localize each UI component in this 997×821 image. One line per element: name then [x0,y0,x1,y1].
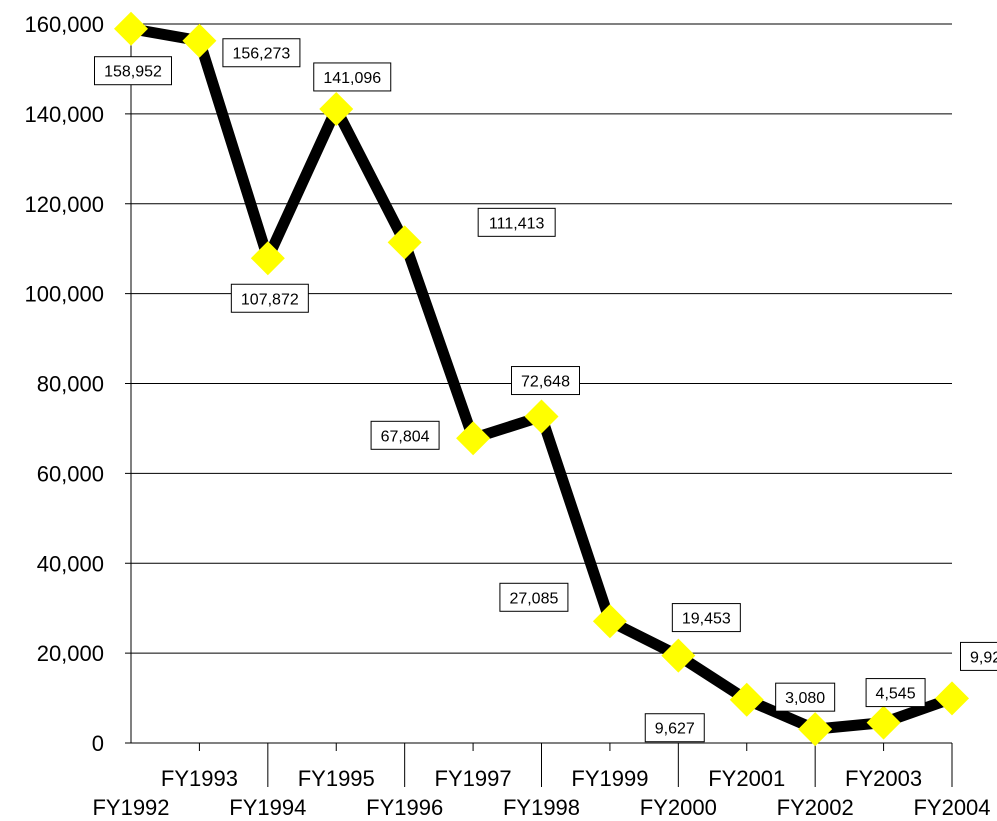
data-label: 9,627 [655,721,695,738]
y-axis-ticks: 0 20,000 40,000 60,000 80,000 100,000 120,000 1… [24,12,104,756]
data-label: 158,952 [104,64,162,81]
y-tick-label: 60,000 [37,461,104,486]
x-tick-label: FY1999 [571,766,648,791]
x-tick-label: FY1992 [92,795,169,820]
y-tick-label: 20,000 [37,641,104,666]
x-tick-label: FY2003 [845,766,922,791]
x-tick-label: FY2001 [708,766,785,791]
y-tick-label: 160,000 [24,12,104,37]
data-point-marker [182,24,216,58]
x-tick-label: FY2000 [640,795,717,820]
data-label: 107,872 [241,291,299,308]
data-point-marker [114,12,148,46]
x-tick-label: FY1996 [366,795,443,820]
data-point-marker [935,681,969,715]
data-label: 19,453 [682,611,731,628]
y-tick-label: 120,000 [24,192,104,217]
data-point-marker [867,706,901,740]
x-tick-label: FY1997 [435,766,512,791]
data-label: 9,923 [970,649,997,666]
x-tick-label: FY1993 [161,766,238,791]
x-tick-label: FY1998 [503,795,580,820]
x-tick-label: FY2004 [913,795,990,820]
data-label: 67,804 [381,428,430,445]
data-point-marker [798,712,832,746]
y-tick-label: 40,000 [37,551,104,576]
data-label: 111,413 [489,215,545,232]
x-tick-label: FY2002 [777,795,854,820]
data-label: 27,085 [509,590,558,607]
data-label: 141,096 [323,70,381,87]
gridlines [131,24,952,653]
data-point-marker [251,241,285,275]
data-label: 156,273 [232,46,290,63]
data-point-marker [456,421,490,455]
data-point-marker [525,400,559,434]
y-tick-label: 140,000 [24,102,104,127]
y-tick-label: 0 [92,731,104,756]
y-tick-label: 100,000 [24,282,104,307]
data-label: 72,648 [521,374,570,391]
x-tick-label: FY1995 [298,766,375,791]
y-tick-label: 80,000 [37,372,104,397]
x-tick-label: FY1994 [229,795,306,820]
data-label: 3,080 [785,690,825,707]
data-label: 4,545 [876,686,916,703]
